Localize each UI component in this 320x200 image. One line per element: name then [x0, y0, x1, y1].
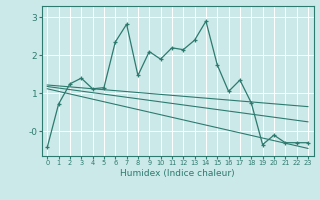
- X-axis label: Humidex (Indice chaleur): Humidex (Indice chaleur): [120, 169, 235, 178]
